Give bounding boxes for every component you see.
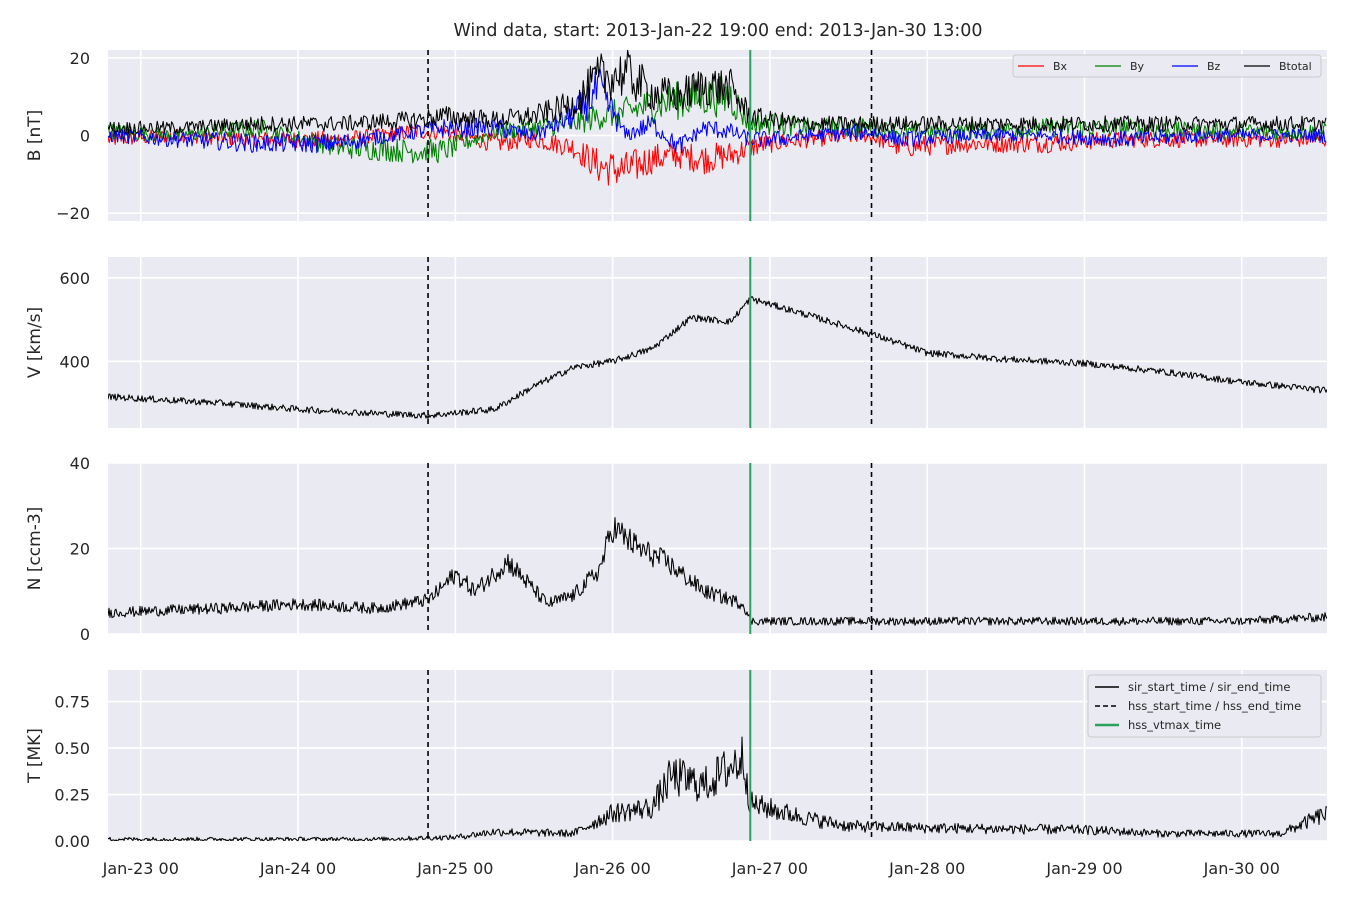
series-group: [108, 517, 1327, 626]
series-group: [108, 295, 1327, 420]
y-tick-label: −20: [56, 204, 90, 223]
x-tick-label: Jan-29 00: [1045, 859, 1122, 878]
y-tick-label: 0: [80, 127, 90, 146]
x-tick-label: Jan-25 00: [416, 859, 493, 878]
y-tick-label: 600: [59, 269, 90, 288]
y-axis-label: B [nT]: [25, 110, 45, 162]
y-tick-label: 0.75: [54, 693, 90, 712]
legend-markers: sir_start_time / sir_end_time hss_start_t…: [1087, 674, 1322, 738]
y-axis-label: V [km/s]: [25, 307, 45, 378]
series-group: [108, 736, 1327, 841]
legend-label: Btotal: [1279, 60, 1312, 73]
legend-label: hss_start_time / hss_end_time: [1128, 699, 1301, 713]
plot-background: [108, 257, 1327, 428]
legend-label: sir_start_time / sir_end_time: [1128, 680, 1290, 694]
x-tick-label: Jan-27 00: [731, 859, 808, 878]
y-tick-label: 40: [70, 454, 90, 473]
series-line-bz: [108, 68, 1327, 154]
x-tick-label: Jan-24 00: [259, 859, 336, 878]
series-group: [108, 50, 1327, 186]
legend-box: [1012, 54, 1322, 78]
chart-title: Wind data, start: 2013-Jan-22 19:00 end:…: [453, 21, 982, 41]
panel-4: Jan-23 00 Jan-24 00 Jan-25 00 Jan-26 00 Jan-…: [25, 670, 1327, 878]
series-line-btotal: [108, 50, 1327, 135]
legend-box: [1087, 674, 1322, 738]
legend-label: Bz: [1207, 60, 1221, 73]
legend-label: hss_vtmax_time: [1128, 718, 1221, 732]
legend-b: Bx By Bz Btotal: [1012, 54, 1322, 78]
x-tick-label: Jan-26 00: [574, 859, 651, 878]
panel-3: 0 20 40 N [ccm-3]: [25, 454, 1327, 644]
x-tick-label: Jan-30 00: [1203, 859, 1280, 878]
series-line-n: [108, 517, 1327, 626]
series-line-v: [108, 295, 1327, 420]
legend-label: By: [1130, 60, 1145, 73]
panel-1: −20 0 20 B [nT] Bx By Bz Btotal: [25, 49, 1327, 223]
y-tick-label: 400: [59, 352, 90, 371]
legend-label: Bx: [1053, 60, 1068, 73]
x-tick-label: Jan-23 00: [102, 859, 179, 878]
y-tick-label: 0.50: [54, 739, 90, 758]
y-tick-label: 20: [70, 49, 90, 68]
y-axis-label: N [ccm-3]: [25, 507, 45, 591]
panel-2: 400 600 V [km/s]: [25, 257, 1327, 428]
panels: −20 0 20 B [nT] Bx By Bz Btotal 400 600 V [km/s] 0 2…: [25, 49, 1327, 878]
y-tick-label: 0.00: [54, 832, 90, 851]
y-tick-label: 0: [80, 625, 90, 644]
series-line-t: [108, 736, 1327, 841]
y-tick-label: 20: [70, 540, 90, 559]
y-axis-label: T [MK]: [25, 728, 45, 784]
y-tick-label: 0.25: [54, 786, 90, 805]
x-tick-label: Jan-28 00: [888, 859, 965, 878]
